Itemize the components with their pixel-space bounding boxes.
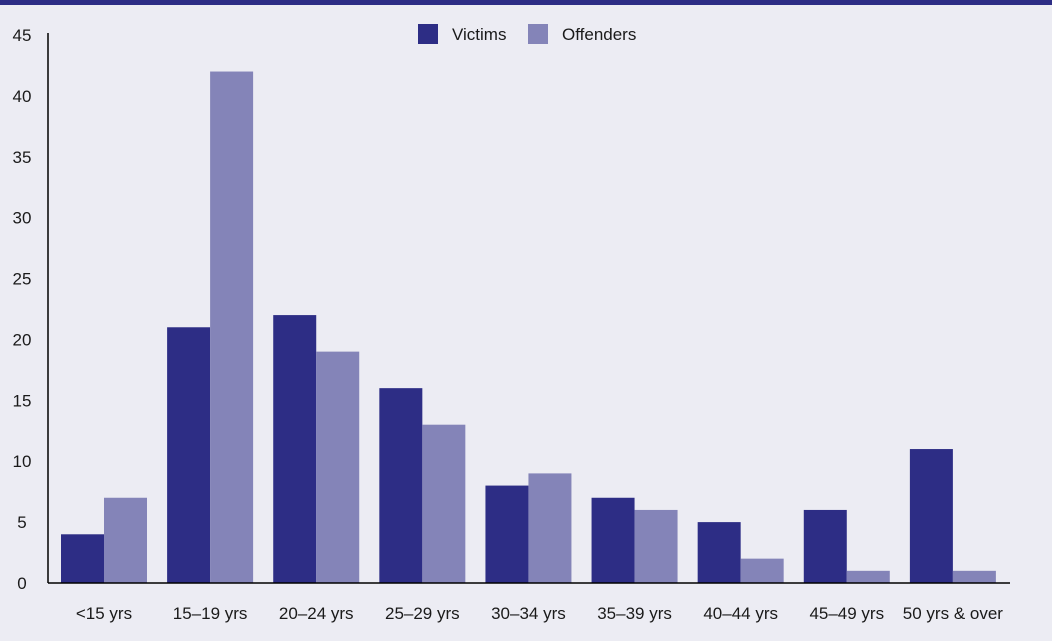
y-tick-label: 10 <box>13 452 32 471</box>
legend-label-victims: Victims <box>452 25 506 44</box>
x-category-label: <15 yrs <box>76 604 132 623</box>
bar-offenders <box>634 509 678 583</box>
legend-label-offenders: Offenders <box>562 25 636 44</box>
bar-offenders <box>952 570 996 583</box>
x-category-label: 20–24 yrs <box>279 604 354 623</box>
bar-victims <box>273 315 317 583</box>
x-category-label: 35–39 yrs <box>597 604 672 623</box>
x-axis: <15 yrs 15–19 yrs 20–24 yrs 25–29 yrs 30–34 … <box>48 582 1010 623</box>
y-tick-label: 35 <box>13 148 32 167</box>
y-tick-label: 15 <box>13 391 32 410</box>
bar-victims <box>379 388 423 583</box>
bar-offenders <box>210 71 254 584</box>
bar-offenders <box>740 558 784 583</box>
legend: Victims Offenders <box>418 24 636 44</box>
y-axis: 0 5 10 15 20 25 30 35 40 45 <box>13 26 49 593</box>
x-category-label: 30–34 yrs <box>491 604 566 623</box>
bar-victims <box>485 485 529 583</box>
bar-victims <box>61 534 104 583</box>
bar-victims <box>803 509 847 583</box>
top-rule <box>0 0 1052 5</box>
legend-swatch-offenders <box>528 24 548 44</box>
y-tick-label: 5 <box>17 513 26 532</box>
x-category-label: 15–19 yrs <box>173 604 248 623</box>
bar-offenders <box>104 497 147 583</box>
y-tick-label: 30 <box>13 209 32 228</box>
bar-offenders <box>528 473 572 583</box>
bar-victims <box>591 497 635 583</box>
x-category-label: 45–49 yrs <box>809 604 884 623</box>
bar-offenders <box>846 570 890 583</box>
bars <box>61 71 996 584</box>
bar-offenders <box>316 351 360 583</box>
y-tick-label: 25 <box>13 270 32 289</box>
y-tick-label: 45 <box>13 26 32 45</box>
bar-offenders <box>422 424 466 583</box>
x-category-label: 40–44 yrs <box>703 604 778 623</box>
x-category-label: 25–29 yrs <box>385 604 460 623</box>
y-tick-label: 40 <box>13 87 32 106</box>
bar-victims <box>167 327 211 583</box>
bar-victims <box>697 522 741 583</box>
y-tick-label: 20 <box>13 330 32 349</box>
legend-swatch-victims <box>418 24 438 44</box>
bar-victims <box>909 449 953 583</box>
x-category-label: 50 yrs & over <box>903 604 1003 623</box>
y-tick-label: 0 <box>17 574 26 593</box>
